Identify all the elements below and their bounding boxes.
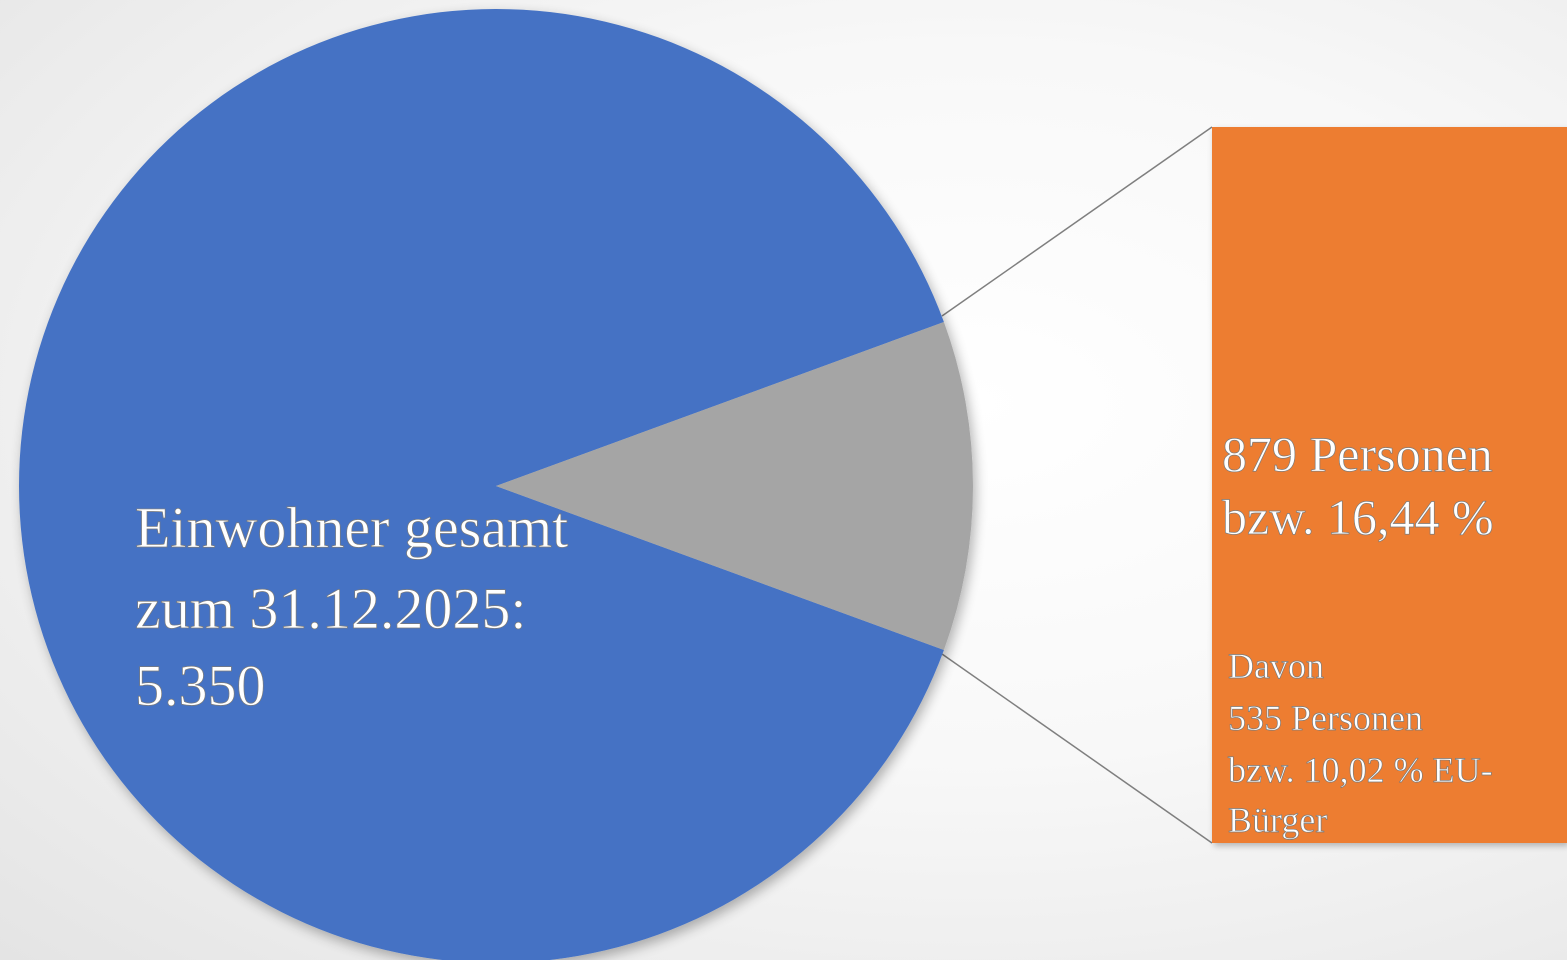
detail-subtext-line-2: 535 Personen [1228,698,1423,738]
connector-line-bottom [941,653,1213,844]
main-slice-label-line-2: zum 31.12.2025: [135,576,526,641]
detail-headline: 879 Personen bzw. 16,44 % [1222,426,1505,545]
detail-subtext-line-3: bzw. 10,02 % EU- [1228,750,1493,790]
detail-headline-line-2: bzw. 16,44 % [1222,489,1494,545]
connector-line-top [941,126,1213,317]
detail-headline-line-1: 879 Personen [1222,426,1493,482]
main-slice-label-line-1: Einwohner gesamt [135,495,568,560]
detail-box [1212,127,1567,843]
detail-subtext-line-1: Davon [1228,646,1324,686]
main-slice-label: Einwohner gesamt zum 31.12.2025: 5.350 [135,495,583,718]
main-slice-label-line-3: 5.350 [135,653,266,718]
pie-slice-secondary [496,321,974,651]
pie-slice-main [19,9,944,960]
detail-subtext-line-4: Bürger [1228,800,1327,840]
detail-subtext: Davon 535 Personen bzw. 10,02 % EU- Bürg… [1228,646,1502,840]
